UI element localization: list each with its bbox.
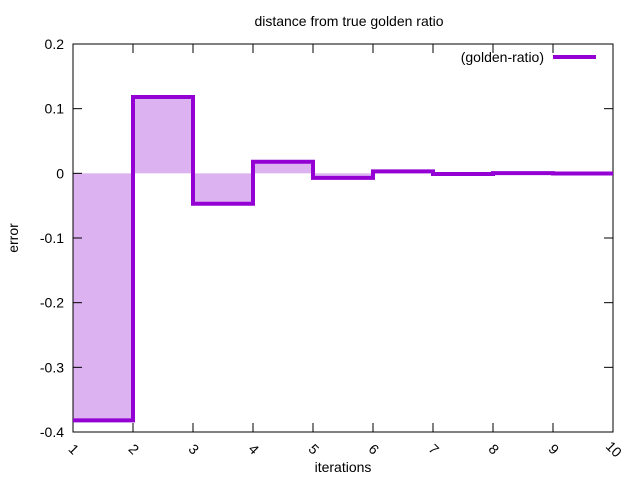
x-axis-label: iterations bbox=[315, 459, 372, 475]
chart-title: distance from true golden ratio bbox=[254, 13, 443, 29]
legend-label: (golden-ratio) bbox=[461, 49, 544, 65]
y-tick-label: 0.1 bbox=[45, 101, 65, 117]
y-tick-label: -0.3 bbox=[40, 359, 64, 375]
line-layer bbox=[73, 95, 613, 423]
fill-step bbox=[133, 97, 193, 174]
x-tick-label: 4 bbox=[246, 441, 263, 458]
x-tick-label: 6 bbox=[366, 441, 383, 458]
legend: (golden-ratio) bbox=[461, 49, 596, 65]
fill-step bbox=[313, 173, 373, 178]
ticks-layer: 1 2 3 4 5 6 7 8 9 10 -0.4 -0.3 -0.2 -0.1 0 0.1 0.2 bbox=[40, 36, 625, 460]
x-tick-label: 10 bbox=[603, 438, 625, 460]
x-tick-label: 5 bbox=[306, 441, 323, 458]
y-tick-label: -0.1 bbox=[40, 230, 64, 246]
x-tick-label: 2 bbox=[126, 441, 143, 458]
y-tick-label: -0.2 bbox=[40, 295, 64, 311]
y-tick-label: -0.4 bbox=[40, 424, 64, 440]
x-tick-label: 8 bbox=[486, 441, 503, 458]
fill-layer bbox=[73, 97, 613, 421]
fill-step bbox=[193, 173, 253, 204]
y-axis-label: error bbox=[5, 223, 21, 253]
fill-step bbox=[73, 173, 133, 421]
series-line bbox=[73, 95, 613, 423]
y-tick-label: 0 bbox=[56, 165, 64, 181]
x-tick-label: 9 bbox=[546, 441, 563, 458]
fill-step bbox=[253, 161, 313, 174]
x-tick-label: 7 bbox=[426, 441, 443, 458]
x-tick-label: 3 bbox=[186, 441, 203, 458]
x-tick-label: 1 bbox=[66, 441, 83, 458]
y-tick-label: 0.2 bbox=[45, 36, 65, 52]
